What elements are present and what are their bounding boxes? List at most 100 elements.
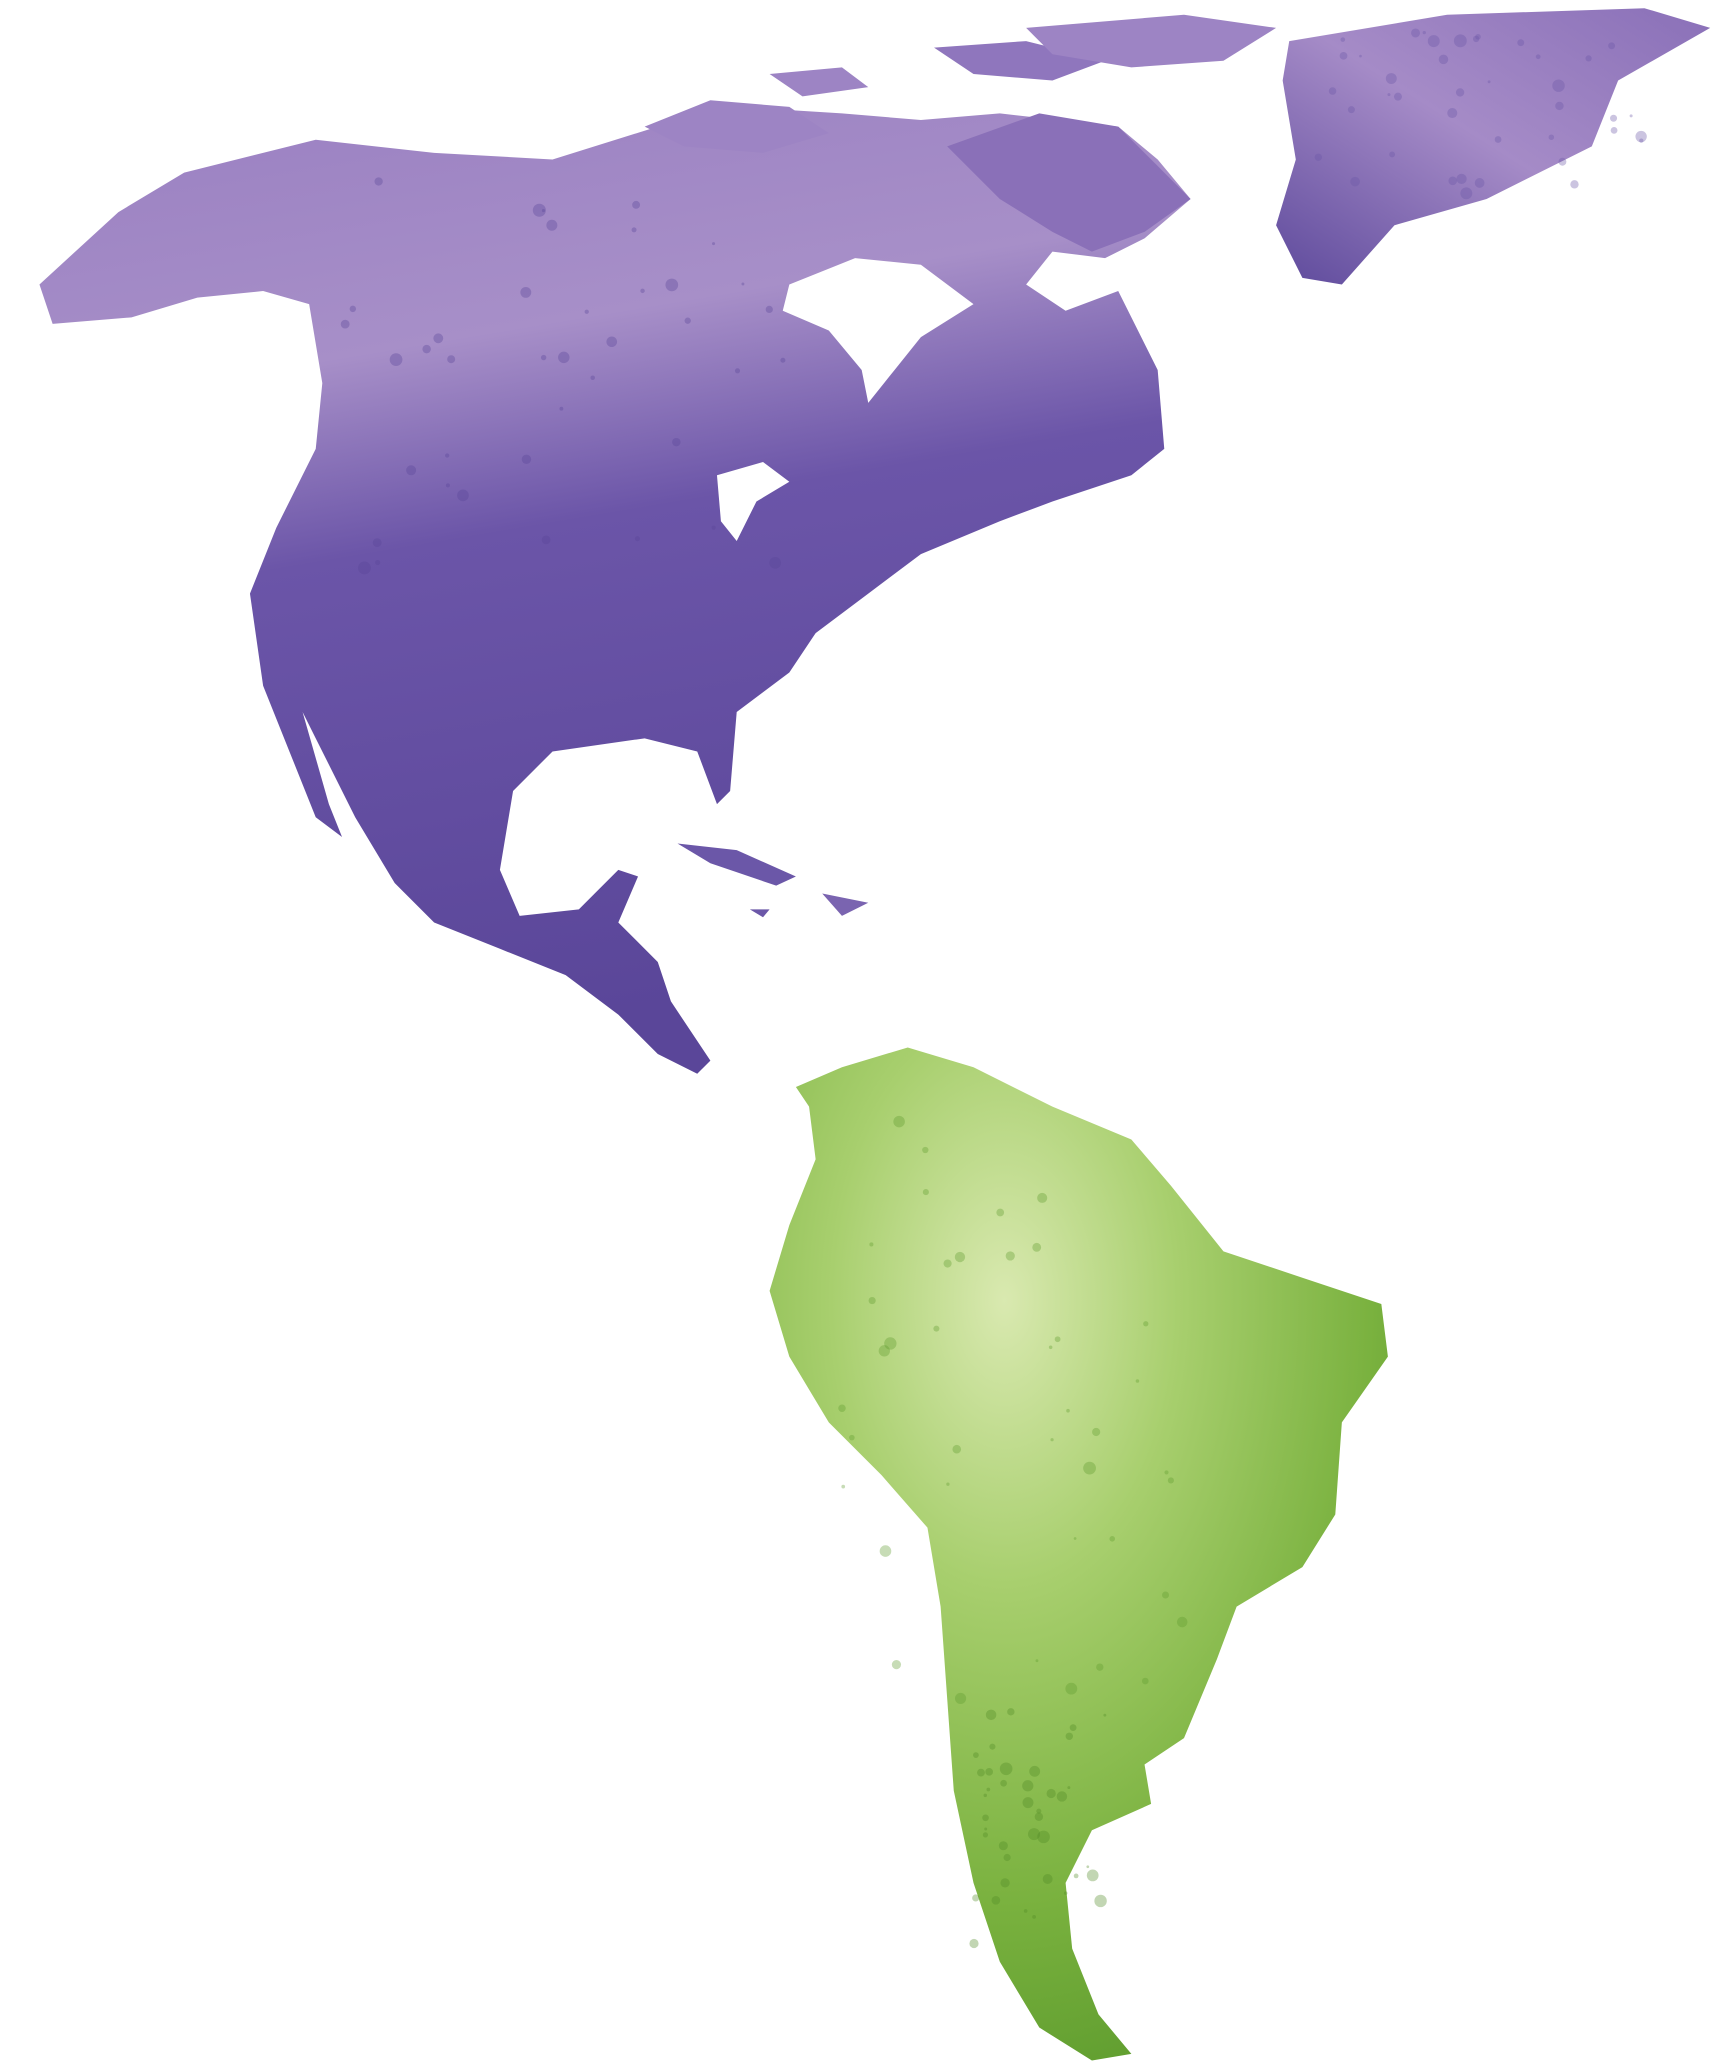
watercolor-speckle bbox=[1086, 1865, 1090, 1869]
watercolor-speckle bbox=[558, 351, 570, 364]
watercolor-speckle bbox=[340, 319, 350, 329]
watercolor-speckle bbox=[954, 1692, 967, 1705]
cuba bbox=[677, 843, 796, 886]
arctic-island bbox=[1026, 14, 1277, 68]
watercolor-speckle bbox=[986, 1787, 991, 1792]
watercolor-speckle bbox=[1042, 1874, 1053, 1884]
watercolor-speckle bbox=[1558, 157, 1567, 166]
watercolor-speckle bbox=[884, 1337, 897, 1350]
watercolor-speckle bbox=[1328, 87, 1337, 95]
watercolor-speckle bbox=[1023, 1909, 1028, 1913]
watercolor-speckle bbox=[1063, 1891, 1068, 1895]
watercolor-speckle bbox=[922, 1189, 929, 1196]
watercolor-speckle bbox=[1347, 106, 1355, 114]
watercolor-speckle bbox=[734, 368, 741, 374]
watercolor-speckle bbox=[374, 177, 383, 186]
north-america-landmass bbox=[39, 106, 1191, 1074]
watercolor-speckle bbox=[640, 288, 645, 294]
watercolor-speckle bbox=[631, 227, 637, 233]
watercolor-speckle bbox=[406, 465, 417, 476]
watercolor-texture bbox=[340, 28, 1647, 1949]
baffin-island bbox=[947, 113, 1191, 252]
watercolor-speckle bbox=[1393, 92, 1402, 101]
watercolor-speckle bbox=[422, 344, 431, 354]
watercolor-speckle bbox=[1629, 114, 1633, 118]
watercolor-speckle bbox=[1475, 34, 1481, 40]
greenland-landmass bbox=[1276, 8, 1711, 285]
watercolor-speckle bbox=[375, 559, 381, 566]
watercolor-speckle bbox=[1007, 1708, 1015, 1716]
watercolor-speckle bbox=[1035, 1659, 1039, 1663]
watercolor-speckle bbox=[1608, 42, 1616, 50]
watercolor-speckle bbox=[1487, 80, 1491, 84]
watercolor-speckle bbox=[933, 1325, 940, 1332]
watercolor-speckle bbox=[541, 535, 551, 545]
watercolor-speckle bbox=[1094, 1894, 1107, 1908]
watercolor-speckle bbox=[711, 525, 716, 530]
watercolor-speckle bbox=[1073, 1873, 1079, 1879]
watercolor-speckle bbox=[1083, 1461, 1096, 1475]
watercolor-speckle bbox=[520, 286, 532, 298]
watercolor-speckle bbox=[973, 1752, 979, 1758]
watercolor-speckle bbox=[1143, 1321, 1149, 1327]
watercolor-speckle bbox=[1610, 127, 1618, 134]
watercolor-speckle bbox=[878, 1345, 890, 1357]
watercolor-speckle bbox=[1552, 79, 1565, 92]
watercolor-speckle bbox=[1141, 1677, 1149, 1685]
watercolor-speckle bbox=[1109, 1536, 1115, 1542]
watercolor-speckle bbox=[868, 1296, 876, 1305]
watercolor-speckle bbox=[1103, 1713, 1107, 1717]
watercolor-speckle bbox=[1065, 1682, 1078, 1695]
watercolor-speckle bbox=[999, 1762, 1013, 1776]
watercolor-speckle bbox=[1056, 1791, 1068, 1802]
watercolor-speckle bbox=[1050, 1438, 1054, 1442]
watercolor-speckle bbox=[1610, 114, 1618, 122]
watercolor-speckle bbox=[1000, 1779, 1007, 1787]
watercolor-speckle bbox=[1092, 1427, 1101, 1437]
watercolor-speckle bbox=[1387, 93, 1391, 97]
watercolor-speckle bbox=[989, 1743, 996, 1750]
watercolor-speckle bbox=[1135, 1379, 1140, 1383]
hudson-bay bbox=[782, 258, 974, 403]
arctic-island bbox=[769, 67, 869, 97]
watercolor-speckle bbox=[998, 1841, 1008, 1851]
watercolor-speckle bbox=[869, 1242, 874, 1247]
watercolor-speckle bbox=[672, 437, 681, 447]
watercolor-speckle bbox=[1065, 1732, 1073, 1740]
watercolor-speckle bbox=[559, 406, 564, 411]
watercolor-speckle bbox=[952, 1444, 962, 1454]
watercolor-speckle bbox=[1162, 1591, 1170, 1599]
watercolor-speckle bbox=[521, 454, 532, 465]
watercolor-speckle bbox=[1005, 1251, 1015, 1261]
south-america bbox=[769, 1047, 1388, 2061]
watercolor-speckle bbox=[1028, 1828, 1041, 1841]
north-america bbox=[39, 14, 1277, 1074]
watercolor-speckle bbox=[389, 353, 403, 366]
watercolor-speckle bbox=[1474, 178, 1485, 188]
watercolor-speckle bbox=[1037, 1192, 1048, 1203]
watercolor-speckle bbox=[1048, 1345, 1053, 1350]
watercolor-speckle bbox=[1032, 1914, 1036, 1919]
watercolor-speckle bbox=[946, 1482, 950, 1486]
watercolor-speckle bbox=[954, 1251, 966, 1263]
watercolor-speckle bbox=[372, 538, 382, 548]
watercolor-speckle bbox=[1350, 176, 1360, 187]
watercolor-speckle bbox=[849, 1434, 855, 1441]
watercolor-speckle bbox=[445, 483, 450, 488]
watercolor-speckle bbox=[1073, 1537, 1077, 1540]
watercolor-speckle bbox=[1314, 153, 1323, 161]
watercolor-speckle bbox=[879, 1545, 892, 1557]
watercolor-speckle bbox=[991, 1895, 1001, 1905]
watercolor-speckle bbox=[1034, 1812, 1044, 1821]
watercolor-speckle bbox=[540, 354, 547, 361]
watercolor-speckle bbox=[1389, 151, 1396, 158]
watercolor-speckle bbox=[943, 1259, 952, 1268]
watercolor-speckle bbox=[584, 309, 589, 314]
watercolor-speckle bbox=[1555, 101, 1564, 111]
watercolor-speckle bbox=[632, 200, 641, 209]
watercolor-speckle bbox=[457, 489, 469, 502]
watercolor-speckle bbox=[1029, 1765, 1041, 1777]
watercolor-speckle bbox=[606, 336, 618, 348]
watercolor-speckle bbox=[982, 1832, 988, 1838]
